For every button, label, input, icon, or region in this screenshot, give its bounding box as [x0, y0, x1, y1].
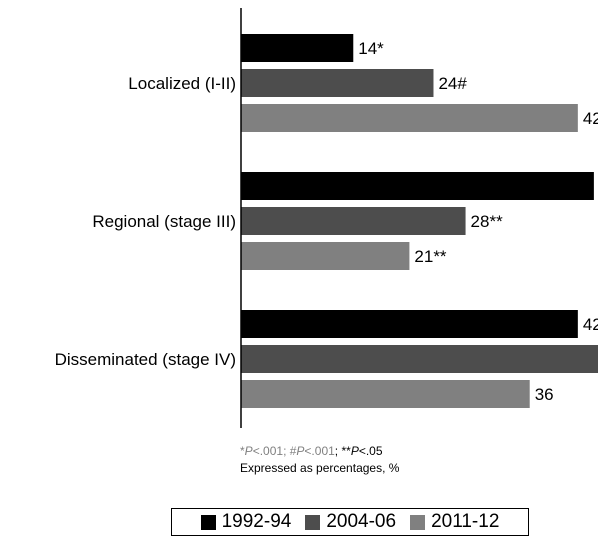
value-label-2004-06-1: 24#	[438, 74, 467, 93]
legend-label-2011-12: 2011-12	[431, 511, 500, 532]
category-label-1: Localized (I-II)	[128, 74, 236, 93]
legend-swatch-2004-06	[305, 514, 321, 530]
legend-item-2004-06: 2004-06	[305, 511, 396, 533]
footnote: *P<.001; #P<.001; **P<.05 Expressed as p…	[240, 443, 399, 477]
chart-legend: 1992-94 2004-06 2011-12	[171, 508, 529, 536]
bar-1992-94-3	[241, 310, 578, 338]
legend-swatch-2011-12	[410, 514, 426, 530]
value-label-2011-12-3: 36	[535, 385, 554, 404]
significance-note: *P<.001; #P<.001; **P<.05	[240, 444, 383, 458]
bar-2004-06-3	[241, 345, 598, 373]
category-label-3: Disseminated (stage IV)	[55, 350, 236, 369]
legend-label-2004-06: 2004-06	[326, 511, 397, 532]
legend-item-1992-94: 1992-94	[200, 511, 292, 533]
value-label-1992-94-1: 14*	[358, 39, 384, 58]
bar-2011-12-1	[241, 104, 578, 132]
bar-2004-06-1	[241, 69, 434, 97]
bar-1992-94-1	[241, 34, 354, 62]
legend-item-2011-12: 2011-12	[410, 511, 499, 533]
bar-2011-12-3	[241, 380, 530, 408]
value-label-2004-06-2: 28**	[471, 212, 504, 231]
value-label-1992-94-3: 42	[583, 315, 598, 334]
value-label-2011-12-1: 42*#	[583, 109, 598, 128]
value-label-2011-12-2: 21**	[414, 247, 447, 266]
bar-2004-06-2	[241, 207, 466, 235]
bar-1992-94-2	[241, 172, 594, 200]
legend-label-1992-94: 1992-94	[221, 511, 292, 532]
category-label-2: Regional (stage III)	[92, 212, 236, 231]
units-note: Expressed as percentages, %	[240, 461, 400, 475]
legend-swatch-1992-94	[200, 514, 216, 530]
bar-2011-12-2	[241, 242, 410, 270]
